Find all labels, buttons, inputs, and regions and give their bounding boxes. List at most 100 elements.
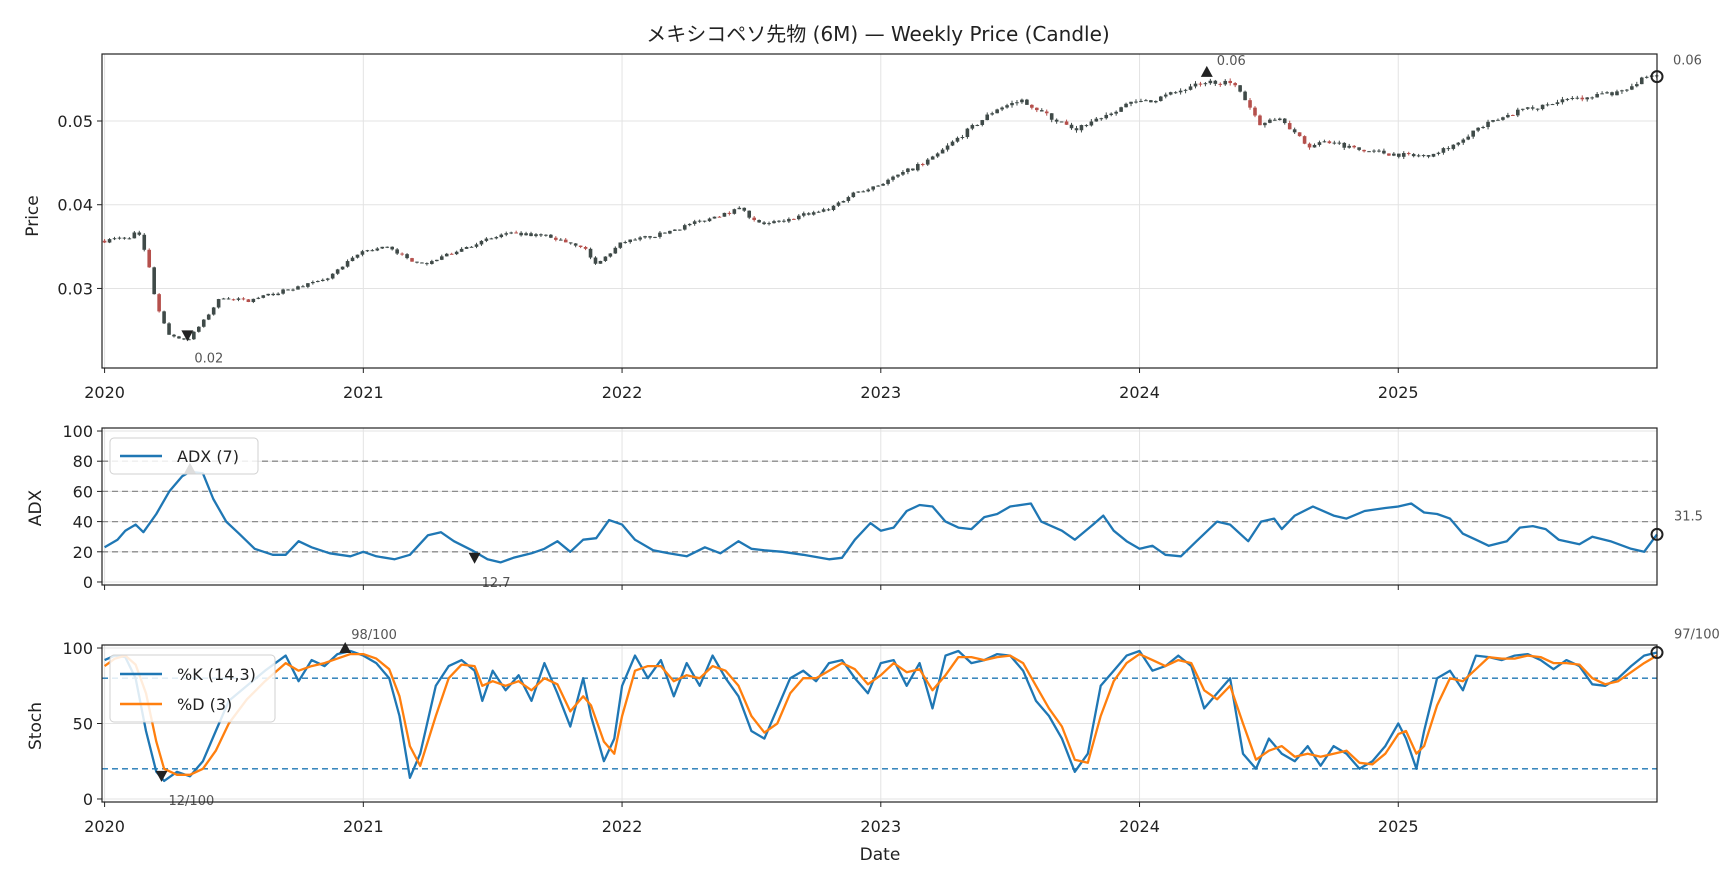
candle-body bbox=[554, 237, 558, 240]
candle-body bbox=[1416, 155, 1421, 157]
candle-body bbox=[1565, 98, 1570, 100]
candle-body bbox=[1501, 117, 1505, 120]
price-axes-frame bbox=[101, 53, 1658, 369]
candle-body bbox=[1228, 80, 1233, 84]
candle-body bbox=[1277, 118, 1282, 121]
stoch-annotation-label: 97/100 bbox=[1674, 628, 1720, 643]
candle-body bbox=[167, 323, 171, 335]
candle-body bbox=[1074, 128, 1079, 131]
candle-body bbox=[112, 238, 117, 240]
candle-body bbox=[122, 237, 127, 239]
candle-body bbox=[1203, 83, 1208, 85]
price-x-tick-label: 2023 bbox=[860, 383, 901, 402]
candle-body bbox=[1322, 141, 1327, 143]
candle-body bbox=[593, 257, 598, 264]
candle-body bbox=[1104, 114, 1109, 119]
candle-body bbox=[489, 238, 494, 240]
candle-body bbox=[1441, 148, 1446, 153]
candle-body bbox=[1020, 99, 1024, 103]
candle-body bbox=[1208, 80, 1213, 84]
candle-body bbox=[886, 179, 890, 184]
stoch-x-tick-label: 2025 bbox=[1378, 817, 1419, 836]
candle-body bbox=[316, 280, 320, 282]
candle-body bbox=[985, 114, 990, 121]
candle-body bbox=[1372, 150, 1376, 152]
candle-body bbox=[806, 213, 811, 215]
candle-body bbox=[1411, 154, 1416, 157]
candle-body bbox=[1054, 119, 1059, 122]
candle-body bbox=[1238, 85, 1242, 92]
candle-body bbox=[1600, 93, 1604, 95]
candle-body bbox=[1198, 83, 1203, 85]
candle-body bbox=[663, 232, 667, 234]
candle-body bbox=[816, 211, 821, 213]
candle-body bbox=[1263, 122, 1267, 126]
candle-body bbox=[1233, 83, 1237, 86]
candle-body bbox=[192, 331, 196, 340]
stoch-reference-lines bbox=[102, 677, 1657, 770]
candle-body bbox=[1015, 102, 1019, 104]
stoch-y-ticks: 0 50 100 bbox=[62, 639, 102, 809]
candle-body bbox=[1461, 139, 1466, 143]
candle-body bbox=[702, 220, 707, 222]
candle-body bbox=[866, 189, 871, 192]
price-annotation-label: 0.06 bbox=[1673, 54, 1702, 69]
candle-body bbox=[1496, 119, 1500, 121]
stoch-legend: %K (14,3) %D (3) bbox=[109, 654, 276, 723]
candle-body bbox=[1039, 110, 1044, 112]
candle-body bbox=[916, 164, 920, 171]
price-x-tick-label: 2025 bbox=[1378, 383, 1419, 402]
candle-body bbox=[355, 254, 360, 258]
candle-body bbox=[573, 243, 578, 246]
candle-body bbox=[266, 293, 271, 296]
candle-body bbox=[276, 293, 280, 296]
candle-body bbox=[1168, 92, 1173, 95]
candle-body bbox=[335, 269, 340, 274]
candle-body bbox=[945, 145, 950, 150]
candle-body bbox=[1630, 86, 1634, 90]
candle-body bbox=[811, 212, 816, 215]
candle-body bbox=[1193, 83, 1198, 87]
candle-body bbox=[826, 209, 831, 211]
candle-body bbox=[1297, 132, 1302, 137]
candle-body bbox=[692, 221, 697, 224]
candle-body bbox=[677, 229, 682, 231]
candle-body bbox=[102, 240, 107, 243]
candle-body bbox=[325, 278, 330, 280]
candle-body bbox=[177, 336, 181, 339]
candle-body bbox=[578, 245, 583, 247]
candle-body bbox=[1481, 126, 1485, 128]
adx-y-tick-label: 40 bbox=[73, 513, 93, 532]
candle-body bbox=[251, 298, 256, 302]
candle-body bbox=[1392, 153, 1396, 156]
candle-body bbox=[1580, 97, 1585, 100]
price-gridlines bbox=[102, 54, 1657, 368]
candle-body bbox=[1486, 121, 1490, 127]
price-y-tick-label: 0.05 bbox=[57, 112, 93, 131]
candle-body bbox=[539, 234, 543, 236]
candle-body bbox=[1476, 127, 1480, 131]
candle-body bbox=[162, 311, 166, 324]
adx-annotation-label: 31.5 bbox=[1674, 509, 1703, 524]
candle-body bbox=[990, 113, 994, 115]
candle-body bbox=[1049, 113, 1054, 120]
candle-body bbox=[1312, 144, 1317, 148]
candle-body bbox=[737, 207, 742, 210]
candle-body bbox=[623, 242, 628, 244]
candle-body bbox=[370, 250, 375, 252]
candle-body bbox=[529, 233, 533, 237]
candle-body bbox=[767, 223, 771, 225]
candle-body bbox=[1550, 104, 1555, 106]
adx-y-tick-label: 100 bbox=[62, 422, 93, 441]
candle-body bbox=[216, 299, 221, 308]
candle-body bbox=[831, 205, 836, 210]
candle-body bbox=[975, 124, 980, 126]
candle-body bbox=[1530, 107, 1535, 109]
candle-body bbox=[544, 234, 548, 236]
candle-body bbox=[1253, 107, 1257, 116]
candle-body bbox=[876, 185, 880, 187]
candle-body bbox=[613, 247, 618, 254]
stoch-annotation-label: 98/100 bbox=[351, 628, 397, 643]
candle-body bbox=[1302, 136, 1307, 144]
adx-legend-box bbox=[109, 437, 259, 475]
